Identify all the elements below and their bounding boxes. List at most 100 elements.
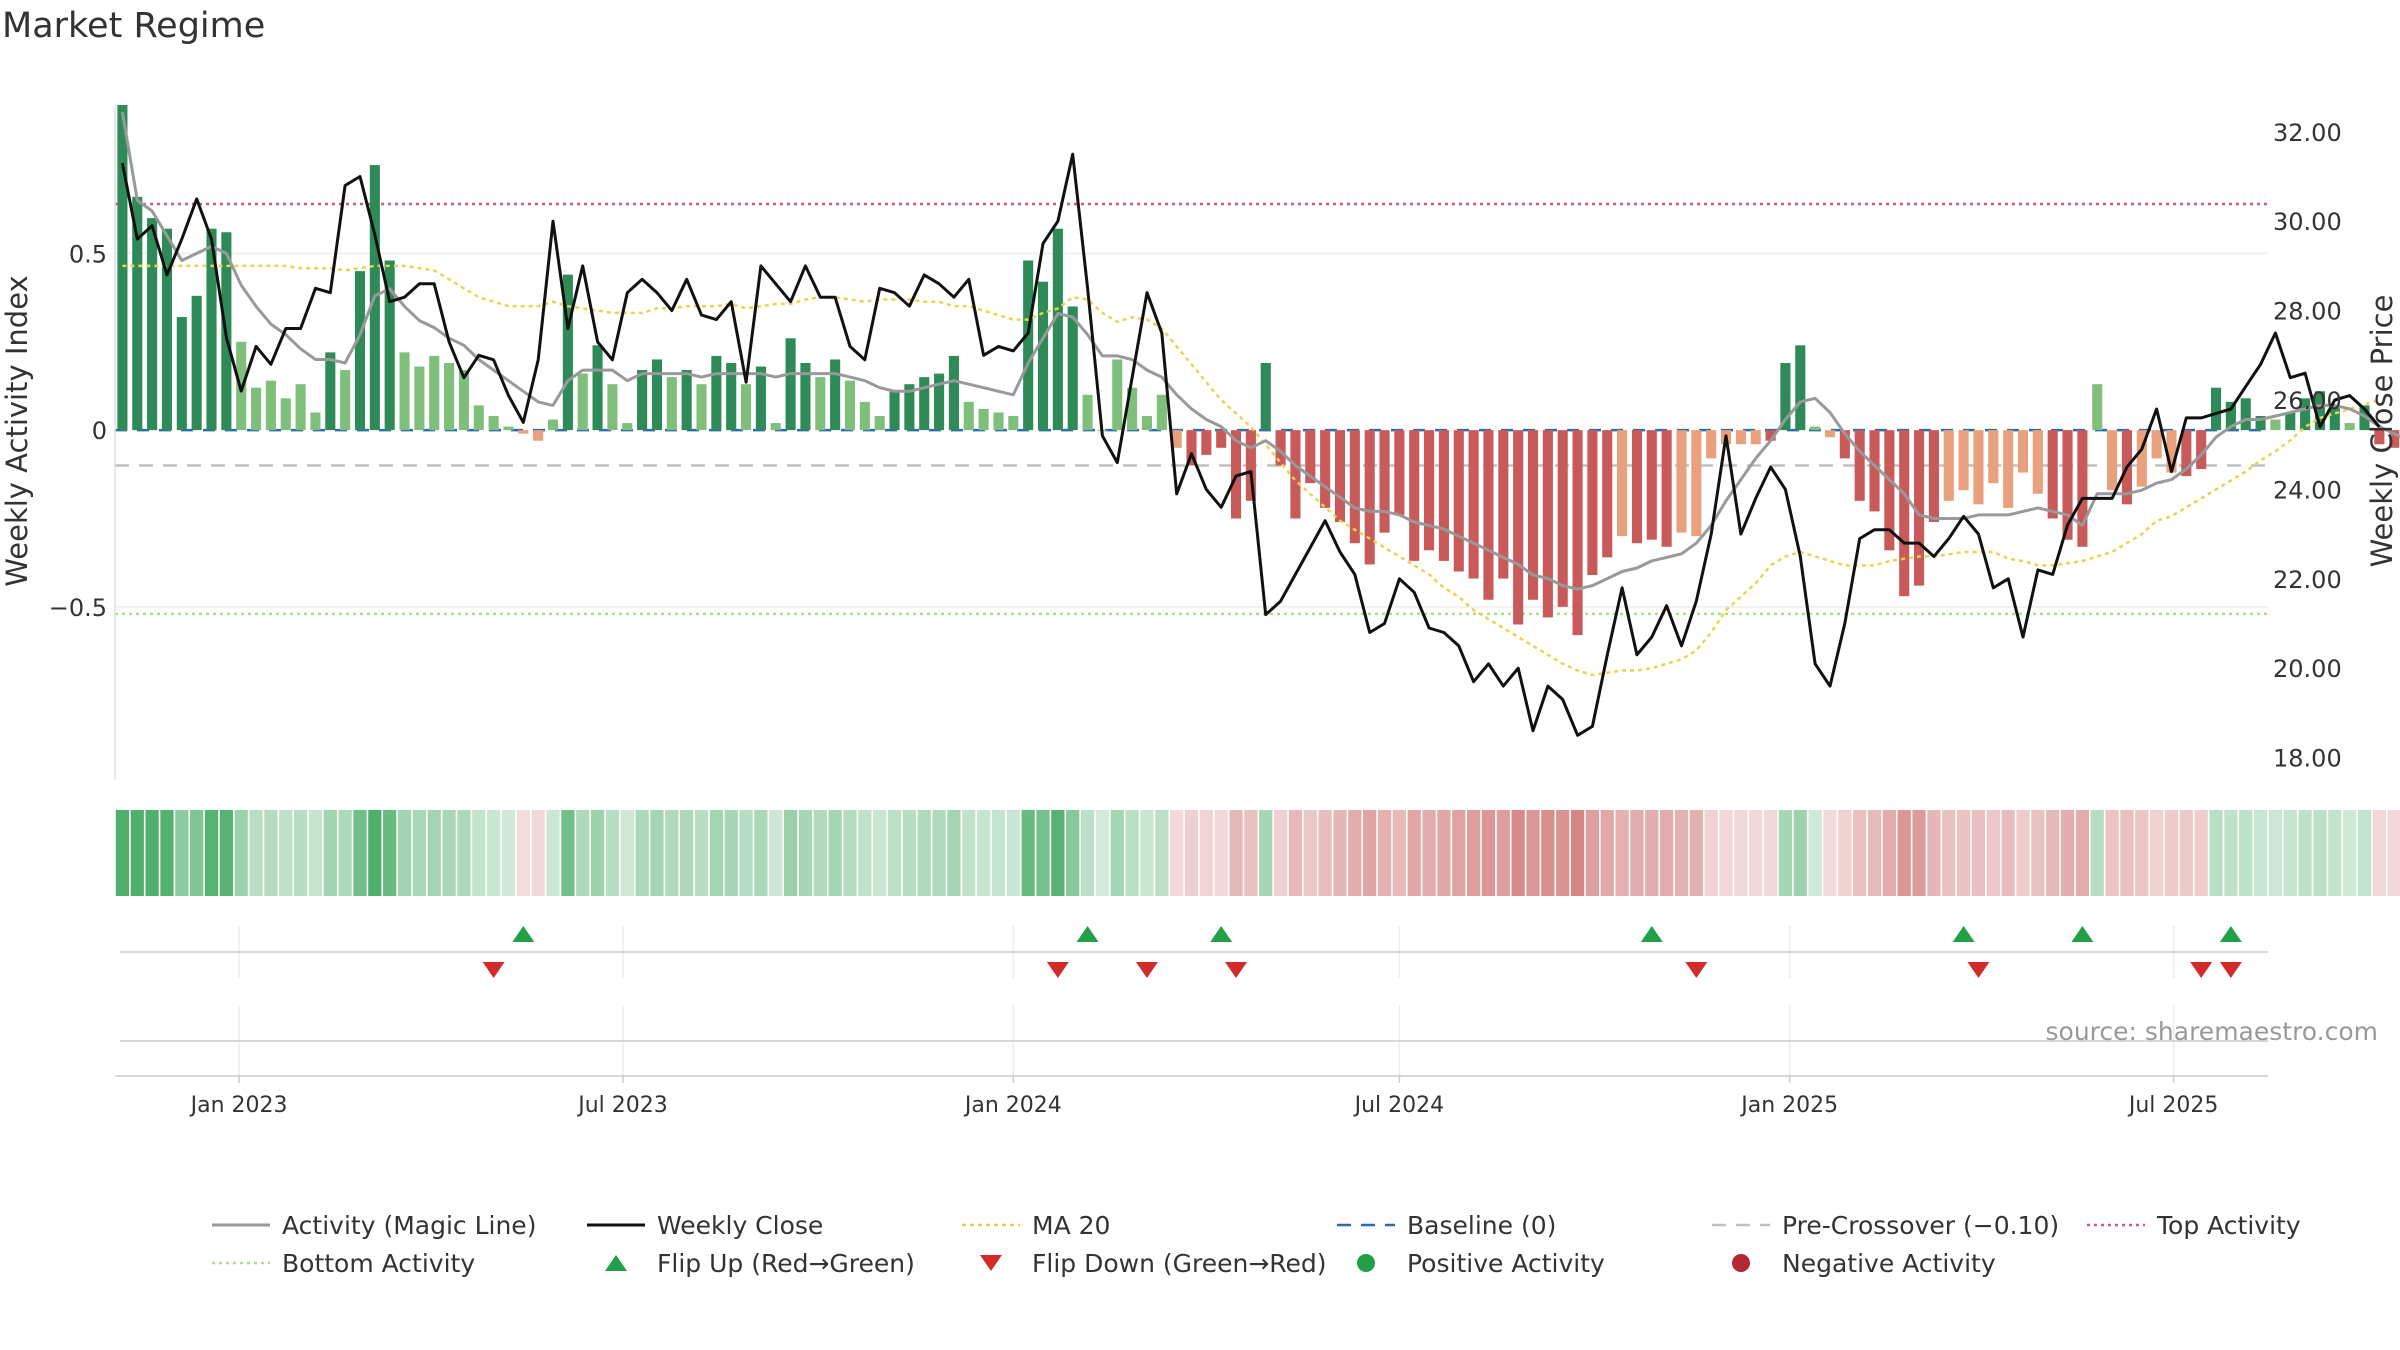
- regime-cell: [1066, 810, 1080, 896]
- regime-cell: [798, 810, 813, 896]
- regime-cell: [2209, 810, 2223, 896]
- activity-bar: [1557, 430, 1568, 607]
- activity-bar: [2047, 430, 2058, 519]
- regime-cell: [2164, 810, 2179, 896]
- regime-cell: [1140, 810, 1154, 896]
- legend-label: Baseline (0): [1407, 1210, 1557, 1240]
- regime-cell: [2001, 810, 2015, 896]
- regime-cell: [1808, 810, 1822, 896]
- regime-cell: [2328, 810, 2342, 896]
- activity-bar: [1394, 430, 1405, 515]
- activity-bar: [1082, 394, 1093, 431]
- activity-bar: [1735, 430, 1746, 445]
- activity-bar: [1795, 345, 1806, 431]
- activity-bar: [1527, 430, 1539, 600]
- activity-bar: [2003, 430, 2014, 508]
- activity-bar: [562, 274, 573, 431]
- legend-row-2: Bottom Activity Flip Up (Red→Green) Flip D…: [210, 1244, 2360, 1282]
- flip-markers-panel: [120, 926, 2268, 1042]
- flip-down-marker: [1685, 962, 1708, 978]
- source-label: source: sharemaestro.com: [2046, 1017, 2379, 1046]
- activity-bar: [473, 405, 484, 431]
- regime-cell: [1570, 810, 1585, 896]
- activity-bar: [1928, 430, 1939, 523]
- regime-cell: [1422, 810, 1436, 896]
- regime-cell: [249, 810, 263, 896]
- flip-down-marker: [482, 962, 505, 978]
- activity-bar: [622, 423, 633, 431]
- regime-cell: [1793, 810, 1807, 896]
- legend-swatch: [1337, 1223, 1395, 1227]
- activity-bar: [1646, 430, 1657, 540]
- activity-bar: [1216, 430, 1227, 448]
- activity-bar: [191, 295, 202, 431]
- y-right-tick-label: 18.00: [2273, 745, 2342, 773]
- activity-bar: [2136, 430, 2147, 487]
- legend-swatch: [1712, 1223, 1770, 1227]
- activity-bar: [1230, 430, 1242, 519]
- legend-item-flip-down: Flip Down (Green→Red): [960, 1249, 1335, 1278]
- legend-label: Flip Down (Green→Red): [1032, 1248, 1327, 1278]
- activity-bar: [1067, 306, 1078, 431]
- activity-bar: [755, 366, 766, 431]
- regime-cell: [397, 810, 412, 896]
- activity-bar: [978, 408, 989, 431]
- regime-cell: [1363, 810, 1377, 896]
- activity-bar: [1513, 430, 1524, 625]
- activity-bar: [785, 338, 796, 431]
- activity-bar: [2374, 430, 2385, 445]
- y-right-tick-label: 26.00: [2273, 387, 2342, 415]
- regime-cell: [1942, 810, 1956, 896]
- activity-bar: [696, 384, 707, 431]
- regime-cell: [991, 810, 1006, 896]
- activity-bar: [1379, 430, 1390, 533]
- regime-cell: [1244, 810, 1258, 896]
- regime-cell: [1585, 810, 1600, 896]
- regime-cell: [1897, 810, 1911, 896]
- regime-cell: [650, 810, 664, 896]
- weekly-close-line: [120, 152, 2381, 737]
- regime-cell: [487, 810, 501, 896]
- regime-cell: [1170, 810, 1184, 896]
- regime-cell: [130, 810, 144, 896]
- activity-bar: [444, 362, 455, 431]
- activity-bar: [1706, 430, 1717, 459]
- activity-bar: [1676, 430, 1687, 533]
- activity-bar: [176, 317, 187, 431]
- activity-bar: [1973, 430, 1984, 505]
- regime-cell: [2105, 810, 2119, 896]
- activity-bar: [1988, 430, 1999, 484]
- activity-bar: [2225, 401, 2236, 431]
- x-tick-label: Jul 2025: [2127, 1093, 2219, 1118]
- regime-cell: [635, 810, 649, 896]
- regime-cell: [932, 810, 946, 896]
- legend-swatch: [1357, 1254, 1375, 1272]
- activity-bar: [503, 426, 514, 431]
- regime-cell: [1704, 810, 1718, 896]
- activity-bar: [874, 415, 885, 431]
- regime-cell: [561, 810, 575, 896]
- activity-bar: [1127, 387, 1138, 431]
- activity-bar: [666, 377, 677, 431]
- regime-cell: [1125, 810, 1139, 896]
- activity-bar: [889, 391, 900, 431]
- flip-down-marker: [1135, 962, 1158, 978]
- regime-cell: [2016, 810, 2030, 896]
- regime-cell: [1541, 810, 1555, 896]
- regime-cell: [843, 810, 857, 896]
- regime-cell: [427, 810, 441, 896]
- regime-cell: [501, 810, 516, 896]
- regime-cell: [1199, 810, 1213, 896]
- regime-cell: [308, 810, 323, 896]
- activity-bar: [1498, 430, 1509, 579]
- legend-item-ma: MA 20: [960, 1211, 1335, 1240]
- flip-up-marker: [1076, 926, 1099, 942]
- regime-cell: [1229, 810, 1243, 896]
- regime-cell: [1377, 810, 1392, 896]
- regime-cell: [2090, 810, 2104, 896]
- activity-bar: [1424, 430, 1435, 551]
- regime-cell: [1214, 810, 1228, 896]
- activity-bar: [1617, 430, 1628, 537]
- activity-bar: [547, 419, 559, 431]
